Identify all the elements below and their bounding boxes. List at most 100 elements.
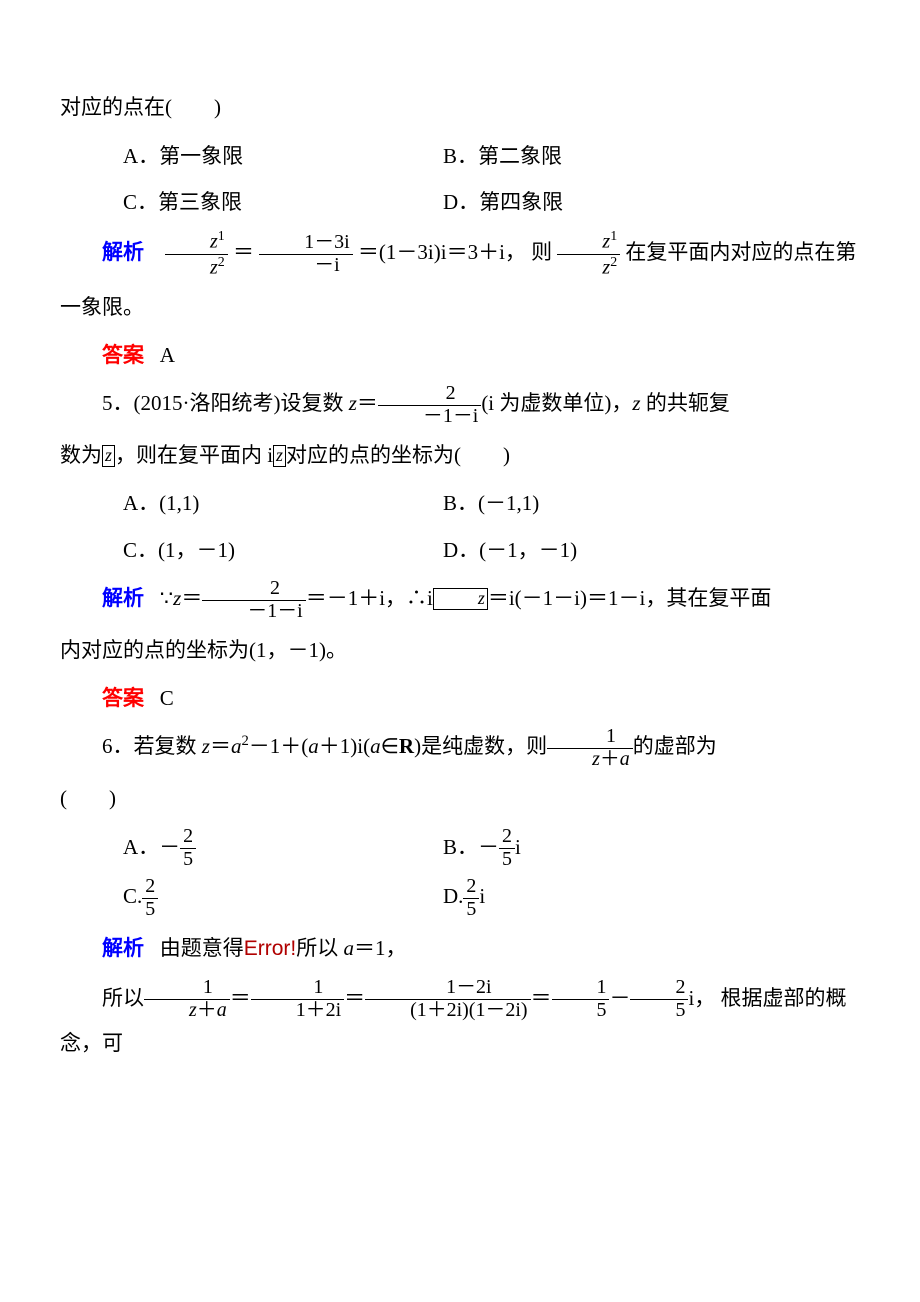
then-text: 则 xyxy=(531,240,552,264)
q5-stem-line2: 数为z，则在复平面内 iz对应的点的坐标为( ) xyxy=(60,434,860,476)
q5-z2: z xyxy=(632,391,640,415)
q5-line2a: 数为 xyxy=(60,443,102,467)
eq2b: ＝ xyxy=(344,986,365,1010)
q6-opt-d: D.25i xyxy=(443,875,860,921)
opt-d-pre: D. xyxy=(443,884,463,908)
q6-pre: 6．若复数 xyxy=(102,734,202,758)
q6-z: z xyxy=(202,734,210,758)
analysis-label: 解析 xyxy=(102,936,144,960)
q6-mid2: ＋1)i( xyxy=(319,734,370,758)
opt-b-frac: 25 xyxy=(499,826,515,871)
q4-opt-c: C．第三象限 xyxy=(123,181,443,223)
q6-analysis: 解析 由题意得Error!所以 a＝1， xyxy=(60,927,860,970)
analysis-label: 解析 xyxy=(102,586,144,610)
because: ∵ xyxy=(160,586,173,610)
q4-opt-a: A．第一象限 xyxy=(123,135,443,177)
q6a-t3: ＝1， xyxy=(354,936,407,960)
q5-options-row1: A．(1,1) B．(－1,1) xyxy=(123,482,860,524)
q6-a1: a xyxy=(231,734,242,758)
q5-after2: 的共轭复 xyxy=(641,391,730,415)
q4-options-row2: C．第三象限 D．第四象限 xyxy=(123,181,860,223)
q6-analysis-line2: 所以 1 z＋a ＝ 1 1＋2i ＝ 1－2i (1＋2i)(1－2i) ＝ … xyxy=(60,977,860,1065)
opt-d-suf: i xyxy=(479,884,485,908)
q5-z: z xyxy=(349,391,357,415)
q5-analysis-line2: 内对应的点的坐标为(1，－1)。 xyxy=(60,629,860,671)
q6-a2: a xyxy=(308,734,319,758)
q6-opt-b: B．－25i xyxy=(443,826,860,872)
q6-options-row2: C.25 D.25i xyxy=(123,875,860,921)
q6a-a: a xyxy=(344,936,355,960)
opt-b-pre: B．－ xyxy=(443,835,499,859)
q5-line2c: 对应的点的坐标为( ) xyxy=(286,443,510,467)
eq2a: ＝ xyxy=(230,986,251,1010)
q6-eq: ＝ xyxy=(210,734,231,758)
q5-answer-value: C xyxy=(160,686,174,710)
q4-answer-value: A xyxy=(160,343,175,367)
q6-f4: 1 5 xyxy=(552,977,610,1022)
q4-opt-b: B．第二象限 xyxy=(443,135,860,177)
q5a-eq: ＝ xyxy=(181,586,202,610)
q4-analysis-tail1: 在复平面内对应的点在第 xyxy=(625,240,856,264)
q6-options-row1: A．－25 B．－25i xyxy=(123,826,860,872)
q6a-t2: 所以 xyxy=(296,936,343,960)
q5-after1: (i 为虚数单位)， xyxy=(481,391,632,415)
q6-l2pre: 所以 xyxy=(102,986,144,1010)
opt-c-pre: C. xyxy=(123,884,142,908)
q5-options-row2: C．(1，－1) D．(－1，－1) xyxy=(123,529,860,571)
q6-f3: 1－2i (1＋2i)(1－2i) xyxy=(365,977,530,1022)
q6-f2: 1 1＋2i xyxy=(251,977,344,1022)
q5a-after: ＝i(－1－i)＝1－i，其在复平面 xyxy=(488,586,772,610)
q6-opt-a: A．－25 xyxy=(123,826,443,872)
q6-mid3: )是纯虚数，则 xyxy=(414,734,547,758)
q6-paren: ( ) xyxy=(60,777,860,819)
q6-R: R xyxy=(399,734,414,758)
q5a-mid: ＝－1＋i，∴i xyxy=(306,586,433,610)
q6-mid1: －1＋( xyxy=(249,734,309,758)
q5-stem: 5．(2015·洛阳统考)设复数 z＝ 2 －1－i (i 为虚数单位)，z 的… xyxy=(60,382,860,428)
q6-stem: 6．若复数 z＝a2－1＋(a＋1)i(a∈R)是纯虚数，则 1 z＋a 的虚部… xyxy=(60,725,860,771)
q5-opt-d: D．(－1，－1) xyxy=(443,529,860,571)
q6-f1: 1 z＋a xyxy=(144,977,230,1022)
q5-opt-b: B．(－1,1) xyxy=(443,482,860,524)
opt-c-frac: 25 xyxy=(142,876,158,921)
q4-stem-tail: 对应的点在( ) xyxy=(60,86,860,128)
zbar-box-2: z xyxy=(273,445,286,467)
minus: － xyxy=(609,986,630,1010)
frac-z1z2-b: z1 z2 xyxy=(557,229,620,279)
frac-z1z2-a: z1 z2 xyxy=(165,229,228,279)
opt-d-frac: 25 xyxy=(463,876,479,921)
q6-f5: 2 5 xyxy=(630,977,688,1022)
q5-num: 5．(2015·洛阳统考)设复数 xyxy=(102,391,349,415)
q4-options-row1: A．第一象限 B．第二象限 xyxy=(123,135,860,177)
q6-opt-c: C.25 xyxy=(123,875,443,921)
q5-line2b: ，则在复平面内 i xyxy=(115,443,273,467)
q6-in: ∈ xyxy=(381,734,399,758)
isuf: i， xyxy=(688,986,715,1010)
eq-rhs1: ＝(1－3i)i＝3＋i， xyxy=(358,240,526,264)
q4-analysis: 解析 z1 z2 ＝ 1－3i －i ＝(1－3i)i＝3＋i， 则 z1 z2… xyxy=(60,229,860,279)
opt-a-frac: 25 xyxy=(180,826,196,871)
zbar-box-1: z xyxy=(102,445,115,467)
error-text: Error! xyxy=(244,937,297,960)
answer-label: 答案 xyxy=(102,686,144,710)
answer-label: 答案 xyxy=(102,343,144,367)
q5-analysis: 解析 ∵z＝ 2 －1－i ＝－1＋i，∴iz＝i(－1－i)＝1－i，其在复平… xyxy=(60,577,860,623)
q5-opt-c: C．(1，－1) xyxy=(123,529,443,571)
q6a-t1: 由题意得 xyxy=(160,936,244,960)
q5a-frac: 2 －1－i xyxy=(202,578,305,623)
analysis-label: 解析 xyxy=(102,240,144,264)
opt-a-pre: A．－ xyxy=(123,835,180,859)
opt-b-suf: i xyxy=(515,835,521,859)
q5-answer: 答案 C xyxy=(60,677,860,719)
q5-frac: 2 －1－i xyxy=(378,383,481,428)
q6-a3: a xyxy=(370,734,381,758)
q5-opt-a: A．(1,1) xyxy=(123,482,443,524)
q4-analysis-tail2: 一象限。 xyxy=(60,286,860,328)
frac-1m3i: 1－3i －i xyxy=(259,232,352,277)
q6-tail: 的虚部为 xyxy=(633,734,717,758)
q4-opt-d: D．第四象限 xyxy=(443,181,860,223)
q5-eq: ＝ xyxy=(357,391,378,415)
q4-answer: 答案 A xyxy=(60,334,860,376)
q6-frac: 1 z＋a xyxy=(547,726,633,771)
eq2c: ＝ xyxy=(531,986,552,1010)
